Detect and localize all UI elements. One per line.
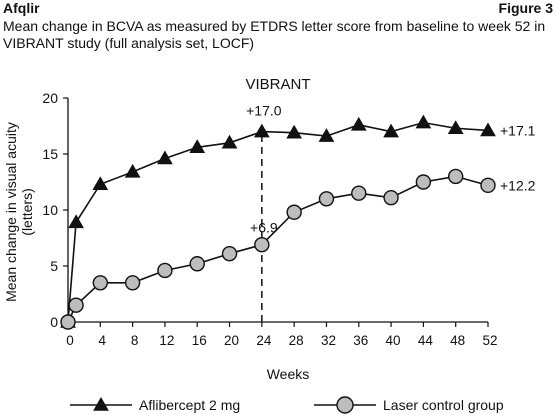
data-point-circle — [415, 174, 432, 190]
series-0: +17.1 — [60, 114, 536, 328]
series-1: +12.2 — [60, 168, 536, 330]
data-point-triangle — [286, 124, 303, 139]
data-point-circle — [68, 297, 84, 313]
data-annotation: +6.9 — [250, 220, 278, 236]
series-line — [67, 121, 489, 323]
y-tick-label: 10 — [42, 202, 58, 218]
data-point-circle — [92, 275, 109, 291]
legend-label: Laser control group — [383, 397, 504, 413]
x-tick-label: 36 — [353, 333, 368, 348]
data-point-triangle — [124, 163, 141, 178]
x-tick-label: 32 — [321, 333, 336, 348]
data-point-circle — [124, 275, 141, 291]
x-tick-label: 16 — [192, 333, 207, 348]
legend-label: Aflibercept 2 mg — [139, 397, 240, 413]
data-point-triangle — [350, 116, 367, 131]
x-tick-label: 52 — [482, 333, 497, 348]
series-layer: +17.1 +12.2 — [60, 114, 536, 330]
annotations: +17.0 +6.9 — [246, 103, 282, 236]
x-tick-label: 12 — [159, 333, 174, 348]
figure-caption: Mean change in BCVA as measured by ETDRS… — [3, 18, 546, 51]
figure-number: Figure 3 — [498, 0, 553, 16]
x-tick-label: 48 — [450, 333, 465, 348]
data-point-circle — [383, 189, 399, 206]
legend-marker-circle — [336, 396, 354, 414]
series-end-label: +17.1 — [500, 122, 536, 138]
data-point-circle — [254, 237, 270, 253]
y-tick-label: 15 — [42, 146, 58, 162]
y-tick-label: 5 — [50, 258, 58, 274]
series-end-label: +12.2 — [500, 177, 536, 193]
data-point-triangle — [383, 123, 399, 138]
data-annotation: +17.0 — [246, 103, 282, 119]
x-tick-label: 0 — [66, 333, 74, 348]
data-point-circle — [286, 204, 302, 220]
data-point-triangle — [253, 123, 270, 138]
y-axis-label-line-2: (letters) — [19, 188, 35, 235]
x-tick-label: 20 — [224, 333, 239, 348]
series-line — [67, 175, 489, 323]
x-tick-label: 44 — [418, 333, 434, 348]
y-tick-label: 20 — [42, 90, 58, 106]
data-point-triangle — [157, 150, 173, 165]
data-point-triangle — [68, 214, 84, 229]
drug-name: Afqlir — [3, 0, 40, 16]
data-point-circle — [318, 191, 335, 207]
data-point-circle — [447, 168, 464, 185]
data-point-triangle — [415, 114, 432, 129]
x-tick-label: 8 — [131, 333, 139, 348]
y-axis-label-line-1: Mean change in visual acuity — [3, 122, 19, 302]
data-point-circle — [480, 177, 496, 194]
x-tick-label: 24 — [256, 333, 272, 348]
data-point-triangle — [92, 176, 109, 190]
data-point-circle — [60, 314, 76, 330]
x-tick-label: 40 — [386, 333, 401, 348]
legend: Aflibercept 2 mg Laser control group — [70, 396, 504, 414]
x-tick-label: 4 — [99, 333, 107, 348]
data-point-triangle — [189, 139, 206, 154]
legend-marker-triangle — [93, 396, 109, 411]
x-axis-label: Weeks — [267, 366, 310, 382]
data-point-circle — [189, 256, 205, 272]
data-point-circle — [221, 245, 238, 262]
x-tick-label: 28 — [289, 333, 304, 348]
data-point-circle — [157, 262, 173, 279]
data-point-triangle — [221, 134, 238, 149]
y-tick-label: 0 — [50, 314, 58, 330]
chart-title: VIBRANT — [245, 76, 310, 93]
data-point-triangle — [318, 128, 335, 142]
data-point-circle — [351, 185, 367, 201]
data-point-triangle — [480, 122, 496, 137]
data-point-triangle — [447, 120, 464, 134]
